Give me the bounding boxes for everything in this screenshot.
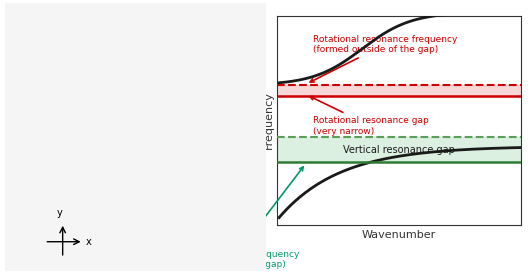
- Text: Vertical resonance frequency
(formed inside of the gap): Vertical resonance frequency (formed ins…: [167, 167, 303, 269]
- Bar: [277, 85, 521, 96]
- Y-axis label: Frequency: Frequency: [264, 92, 274, 150]
- Text: Rotational resonance gap
(very narrow): Rotational resonance gap (very narrow): [310, 96, 429, 136]
- X-axis label: Wavenumber: Wavenumber: [362, 230, 436, 240]
- Text: Vertical resonance gap: Vertical resonance gap: [343, 145, 455, 155]
- Text: x: x: [86, 237, 92, 247]
- Text: y: y: [57, 208, 63, 218]
- Bar: [277, 137, 521, 162]
- Text: Rotational resonance frequency
(formed outside of the gap): Rotational resonance frequency (formed o…: [310, 35, 458, 82]
